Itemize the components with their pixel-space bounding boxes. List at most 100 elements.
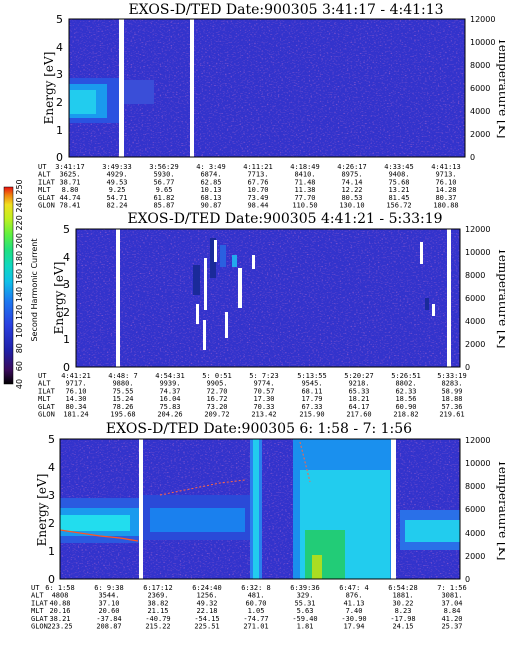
info-cell: 9905. — [206, 380, 227, 388]
panel-3: EXOS-D/TED Date:900305 6: 1:58 - 7: 1:56 — [31, 421, 505, 631]
panel-2-y2tick: 8000 — [465, 271, 485, 280]
info-cell: 98.44 — [247, 202, 268, 210]
info-cell: 21.15 — [147, 607, 168, 615]
info-cell: -59.40 — [292, 615, 317, 623]
panel-3-gap-2 — [391, 439, 396, 579]
panel-3-y2tick: 12000 — [465, 436, 490, 445]
info-cell: 10.70 — [247, 186, 268, 194]
info-cell: 5:33:19 — [437, 372, 467, 380]
info-cell: 72.70 — [206, 387, 227, 395]
info-cell: 5: 7:23 — [249, 372, 279, 380]
info-cell: 208.87 — [96, 623, 121, 631]
panel-3-y2tick: 2000 — [465, 552, 485, 561]
panel-1-ylabel: Energy [eV] — [42, 52, 56, 125]
panel-3-burst-yellow — [312, 555, 322, 579]
info-cell: 876. — [346, 592, 363, 600]
info-cell: 9774. — [253, 380, 274, 388]
info-cell: 4929. — [106, 171, 127, 179]
info-cell: 6: 1:58 — [45, 584, 75, 592]
info-cell: 1.81 — [297, 623, 314, 631]
info-cell: 17.79 — [301, 395, 322, 403]
panel-2-y2tick: 4000 — [465, 317, 485, 326]
panel-1-y2tick: 10000 — [470, 38, 495, 47]
info-cell: 55.31 — [294, 599, 315, 607]
panel-3-temperature-trace — [299, 441, 311, 483]
info-cell: 4:41:13 — [431, 163, 461, 171]
info-cell: 78.41 — [59, 202, 80, 210]
info-cell: 9.65 — [156, 186, 173, 194]
info-cell: 8410. — [294, 171, 315, 179]
panel-2-plot — [75, 228, 461, 368]
info-cell: 156.72 — [386, 202, 411, 210]
info-cell: 77.70 — [294, 194, 315, 202]
info-cell: 82.24 — [106, 202, 127, 210]
info-row-label: UT — [31, 584, 40, 592]
info-cell: 7: 1:56 — [437, 584, 467, 592]
info-cell: 37.10 — [98, 599, 119, 607]
info-cell: 18.88 — [441, 395, 462, 403]
colorbar-tick: 100 — [15, 323, 24, 338]
info-cell: 62.85 — [200, 178, 221, 186]
info-cell: 64.17 — [348, 403, 369, 411]
info-cell: 5: 0:51 — [202, 372, 232, 380]
info-cell: 70.57 — [253, 387, 274, 395]
panel-3-y2tick: 8000 — [465, 482, 485, 491]
info-cell: 5:13:55 — [297, 372, 327, 380]
panel-3-y2tick: 4000 — [465, 529, 485, 538]
info-cell: -74.77 — [243, 615, 268, 623]
info-cell: 4:33:45 — [384, 163, 414, 171]
info-cell: 204.26 — [157, 411, 182, 419]
info-cell: 44.74 — [59, 194, 80, 202]
info-row-label: ALT — [38, 380, 51, 388]
panel-3-y2label: Temperature [K] — [496, 460, 505, 561]
info-cell: 85.87 — [153, 202, 174, 210]
info-cell: 6:17:12 — [143, 584, 173, 592]
info-cell: 9408. — [388, 171, 409, 179]
colorbar-title: Second Harmonic Current — [30, 238, 39, 341]
info-cell: 5930. — [153, 171, 174, 179]
panel-1-frame — [68, 18, 466, 158]
panel-2-y2label: Temperature [K] — [496, 248, 505, 349]
panel-3-ytick: 3 — [48, 489, 55, 502]
panel-3-frame — [59, 438, 461, 580]
panel-1-signal-core — [70, 90, 96, 114]
info-cell: 8975. — [341, 171, 362, 179]
panel-2-ytick: 0 — [63, 361, 70, 374]
info-cell: 8802. — [395, 380, 416, 388]
info-cell: 16.72 — [206, 395, 227, 403]
panel-3-y2-axis: 0 2000 4000 6000 8000 10000 12000 Temper… — [465, 436, 505, 584]
panel-1-ytick: 3 — [56, 68, 63, 81]
info-cell: 90.87 — [200, 202, 221, 210]
info-cell: 60.70 — [245, 599, 266, 607]
panel-2-spike — [214, 240, 217, 262]
panel-2-spike — [232, 255, 237, 267]
colorbar-tick: 240 — [15, 197, 24, 212]
panel-1-y2tick: 2000 — [470, 130, 490, 139]
info-cell: 8.80 — [62, 186, 79, 194]
info-cell: 9545. — [301, 380, 322, 388]
info-row-label: MLT — [38, 395, 51, 403]
info-cell: 81.45 — [388, 194, 409, 202]
panel-1-ytick: 2 — [56, 96, 63, 109]
panel-2-spikes — [193, 238, 435, 350]
panel-2-title: EXOS-D/TED Date:900305 4:41:21 - 5:33:19 — [127, 211, 442, 227]
panel-2-y2tick: 0 — [465, 363, 470, 372]
panel-1-y2label: Temperature [K] — [496, 38, 505, 139]
colorbar-tick: 40 — [15, 379, 24, 389]
info-cell: 180.88 — [433, 202, 458, 210]
colorbar-tick: 120 — [15, 305, 24, 320]
panel-1-ytick: 4 — [56, 41, 63, 54]
info-row-label: MLT — [38, 186, 51, 194]
panel-3-temperature-trace — [59, 529, 139, 542]
info-cell: 13.21 — [388, 186, 409, 194]
info-cell: 68.11 — [301, 387, 322, 395]
panel-2-ytick: 5 — [63, 223, 70, 236]
info-cell: 3625. — [59, 171, 80, 179]
info-cell: 9717. — [65, 380, 86, 388]
colorbar-ticks: 40 60 80 100 120 140 160 180 200 220 240 250 — [15, 179, 24, 389]
info-cell: 4:18:49 — [290, 163, 320, 171]
info-cell: 38.71 — [59, 178, 80, 186]
info-cell: 15.24 — [112, 395, 133, 403]
